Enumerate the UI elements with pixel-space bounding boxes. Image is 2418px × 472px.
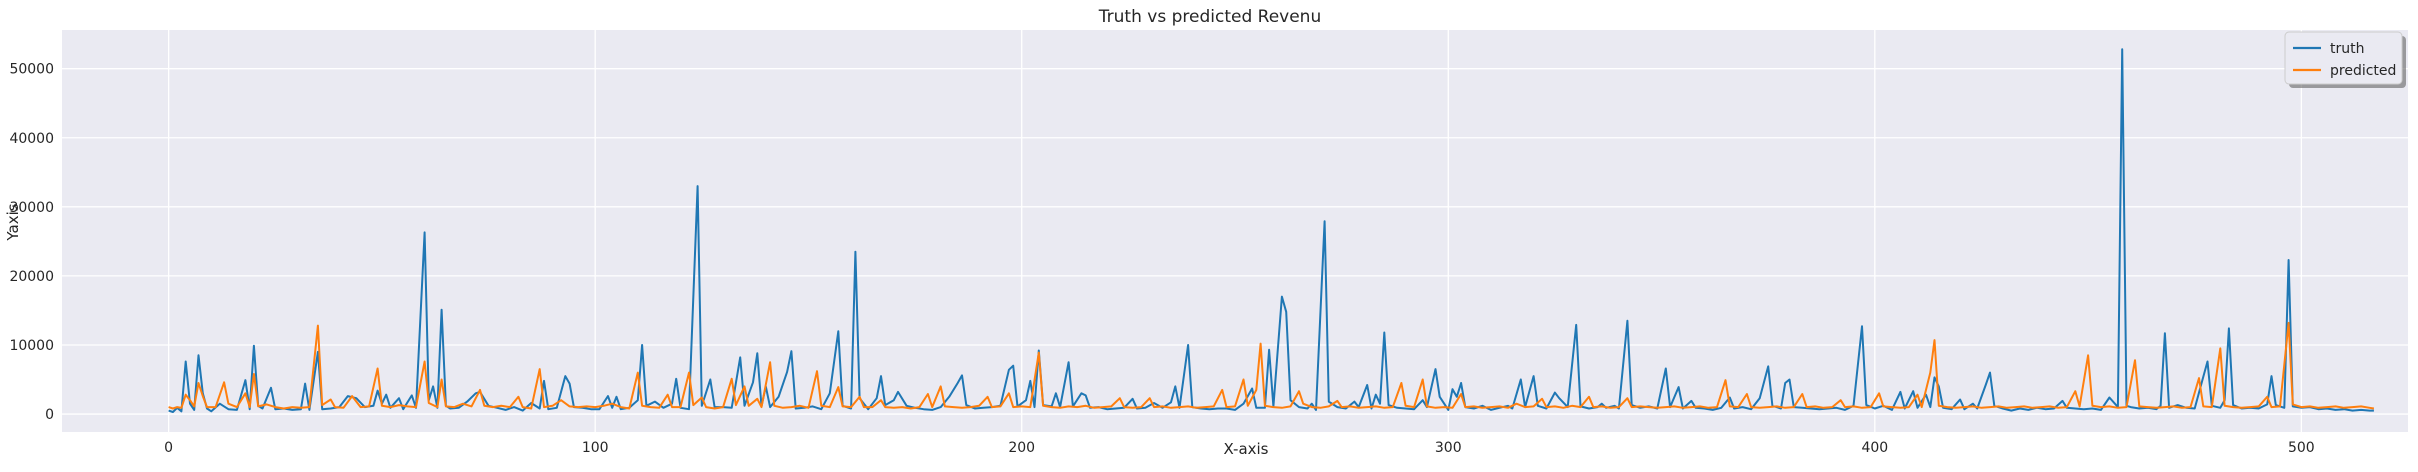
x-tick-label: 100: [582, 440, 609, 456]
x-tick-label: 300: [1435, 440, 1462, 456]
x-tick-label: 0: [164, 440, 173, 456]
y-tick-label: 0: [45, 407, 54, 423]
y-axis-label: Yaxis: [4, 203, 22, 241]
y-tick-label: 40000: [9, 131, 54, 147]
x-tick-labels: 0 100 200 300 400 500: [164, 440, 2315, 456]
x-axis-label: X-axis: [1224, 440, 1269, 458]
gridlines: [62, 30, 2408, 432]
chart-title: Truth vs predicted Revenu: [1098, 7, 1321, 27]
legend-label-truth: truth: [2330, 41, 2364, 57]
y-tick-label: 20000: [9, 269, 54, 285]
y-tick-label: 30000: [9, 200, 54, 216]
plot-area: [62, 30, 2408, 432]
x-tick-label: 500: [2288, 440, 2315, 456]
series-lines: [168, 48, 2375, 413]
series-line-predicted: [168, 321, 2375, 410]
y-tick-label: 10000: [9, 338, 54, 354]
series-line-truth: [168, 48, 2374, 413]
y-tick-label: 50000: [9, 62, 54, 78]
legend-label-predicted: predicted: [2330, 63, 2396, 79]
legend: truth predicted: [2284, 31, 2406, 88]
x-tick-label: 200: [1008, 440, 1035, 456]
y-tick-labels: 0 10000 20000 30000 40000 50000: [9, 62, 54, 423]
x-tick-label: 400: [1861, 440, 1888, 456]
